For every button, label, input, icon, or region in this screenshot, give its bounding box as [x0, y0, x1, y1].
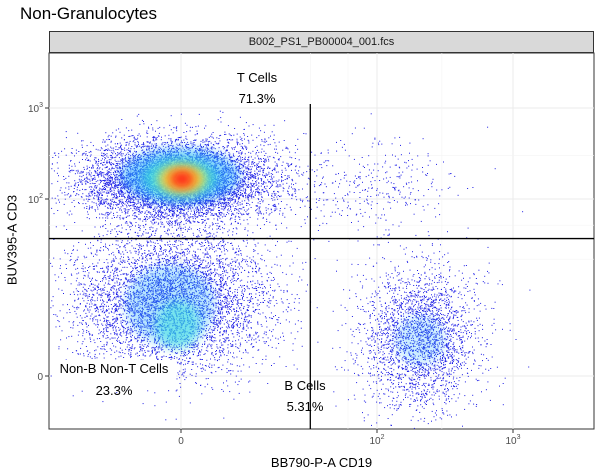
gate-name: B Cells: [284, 378, 326, 393]
gate-percent: 5.31%: [287, 399, 324, 414]
y-tick-label: 0: [37, 372, 43, 383]
gate-label: Non-B Non-T Cells 23.3%: [52, 360, 176, 398]
density-heat: [120, 148, 445, 365]
gate-name: Non-B Non-T Cells: [60, 361, 169, 376]
gate-percent: 71.3%: [239, 91, 276, 106]
y-tick-label: 102: [28, 193, 43, 206]
y-axis-ticks: 0 102 103: [28, 102, 49, 383]
gate-label: T Cells 71.3%: [237, 70, 278, 106]
gate-percent: 23.3%: [96, 383, 133, 398]
x-tick-label: 0: [178, 436, 184, 447]
x-axis-ticks: 0 102 103: [178, 429, 521, 447]
plot-title: Non-Granulocytes: [20, 4, 158, 23]
x-tick-label: 103: [505, 434, 520, 447]
y-tick-label: 103: [28, 102, 43, 115]
x-tick-label: 102: [369, 434, 384, 447]
y-axis-label: BUV395-A CD3: [4, 194, 20, 286]
gate-label: B Cells 5.31%: [284, 378, 326, 414]
gate-label-background: [52, 360, 176, 390]
gate-name: T Cells: [237, 70, 278, 85]
x-axis-label: BB790-P-A CD19: [270, 455, 373, 470]
